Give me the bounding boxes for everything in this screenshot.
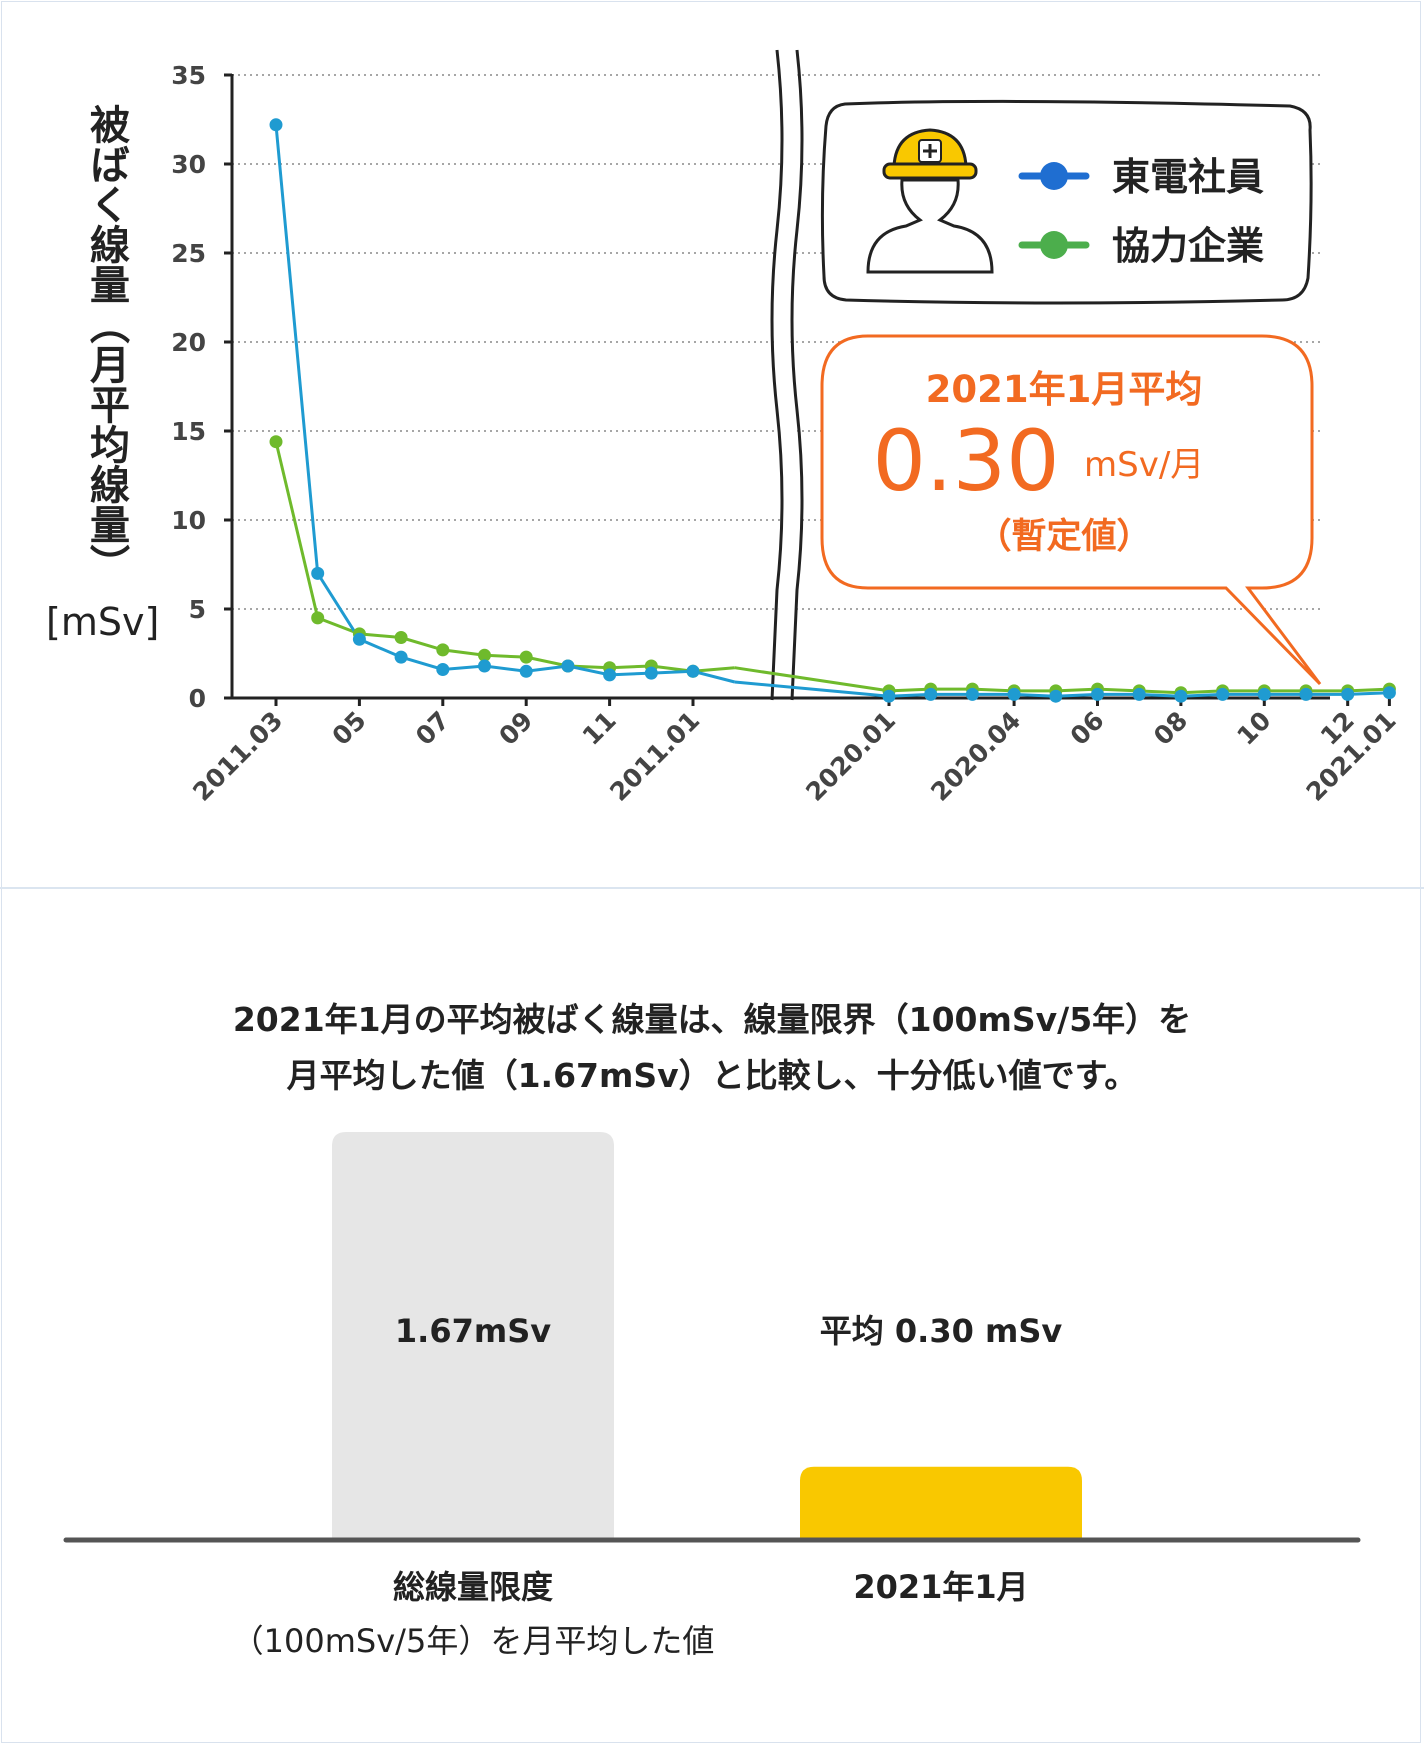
- data-point: [924, 687, 938, 701]
- data-point: [1174, 689, 1188, 703]
- x-tick-label: 10: [1231, 706, 1276, 751]
- data-point: [965, 687, 979, 701]
- axis-break-marker: [770, 49, 804, 701]
- data-point: [1299, 687, 1313, 701]
- y-tick-label: 30: [171, 150, 206, 179]
- data-point: [394, 631, 408, 644]
- callout-note: （暫定値）: [976, 517, 1151, 557]
- y-tick-label: 35: [171, 61, 206, 90]
- x-tick-label: 11: [577, 706, 622, 751]
- legend-label-contractor: 協力企業: [1112, 224, 1264, 268]
- data-point: [1257, 687, 1271, 701]
- data-point: [352, 632, 366, 646]
- y-axis-ticks: 0 5 10 15 20 25 30 35: [171, 61, 232, 713]
- data-point: [478, 648, 491, 662]
- section-divider: [0, 887, 1424, 889]
- bar-category-limit: 総線量限度 （100mSv/5年）を月平均した値: [173, 1560, 773, 1668]
- y-tick-label: 15: [171, 417, 206, 446]
- summary-line-1: 2021年1月の平均被ばく線量は、線量限界（100mSv/5年）を: [232, 1000, 1192, 1039]
- legend: 東電社員 協力企業: [820, 99, 1313, 305]
- bar-category-jan2021: 2021年1月: [853, 1568, 1029, 1606]
- legend-item-contractor: 協力企業: [1018, 224, 1264, 268]
- legend-item-tepco: 東電社員: [1018, 155, 1264, 199]
- y-tick-label: 25: [171, 239, 206, 268]
- bar-value-label-limit: 1.67mSv: [395, 1312, 551, 1350]
- series-line-contractor: [274, 441, 735, 673]
- y-tick-label: 20: [171, 328, 206, 357]
- series-line-tepco: [734, 680, 1390, 698]
- grid-lines: [232, 74, 1322, 610]
- data-point: [436, 643, 450, 657]
- data-point: [1091, 687, 1104, 701]
- axes: [230, 74, 1330, 700]
- data-point: [394, 650, 408, 664]
- data-point: [311, 611, 325, 625]
- data-point: [519, 650, 533, 664]
- x-tick-label: 07: [410, 706, 455, 751]
- x-tick-label: 06: [1065, 706, 1110, 751]
- legend-label-tepco: 東電社員: [1112, 155, 1264, 199]
- bar-limit: [332, 1132, 614, 1540]
- x-tick-label: 2011.01: [604, 706, 705, 807]
- summary-line-2: 月平均した値（1.67mSv）と比較し、十分低い値です。: [286, 1056, 1138, 1095]
- data-point: [686, 664, 700, 678]
- data-point: [436, 663, 450, 676]
- callout-unit: mSv/月: [1084, 445, 1204, 485]
- x-tick-label: 2011.03: [187, 706, 288, 807]
- y-tick-label: 0: [189, 684, 206, 713]
- x-tick-label: 05: [327, 706, 372, 751]
- data-point: [561, 659, 575, 673]
- data-point: [1382, 686, 1396, 700]
- y-tick-label: 5: [189, 595, 206, 624]
- data-point: [311, 566, 325, 580]
- bar-chart: 1.67mSv 平均 0.30 mSv: [63, 1132, 1361, 1543]
- data-point: [1132, 687, 1146, 701]
- series-line-tepco: [274, 124, 736, 684]
- data-point: [478, 659, 491, 673]
- worker-helmet-icon: [866, 128, 994, 274]
- bar-jan2021: [800, 1466, 1082, 1540]
- x-tick-label: 08: [1148, 706, 1193, 751]
- bar-category-limit-line2: （100mSv/5年）を月平均した値: [231, 1622, 715, 1660]
- bar-value-label-jan2021: 平均 0.30 mSv: [820, 1312, 1063, 1350]
- y-axis-label: 被ばく線量（月平均線量）: [83, 104, 129, 584]
- data-point: [603, 668, 617, 682]
- data-point: [1216, 687, 1230, 701]
- callout-bubble: 2021年1月平均 0.30 mSv/月 （暫定値）: [820, 334, 1322, 686]
- callout-value: 0.30: [872, 412, 1059, 510]
- data-point: [519, 664, 533, 678]
- data-point: [269, 435, 283, 449]
- x-tick-label: 09: [493, 706, 538, 751]
- data-point: [269, 118, 283, 132]
- x-tick-label: 2020.01: [800, 706, 901, 807]
- data-point: [1049, 689, 1063, 703]
- data-point: [882, 689, 896, 703]
- x-tick-label: 2020.04: [925, 706, 1026, 807]
- y-tick-label: 10: [171, 506, 206, 535]
- y-axis-unit: [mSv]: [46, 600, 160, 644]
- data-point: [1341, 687, 1355, 701]
- series-line-contractor: [734, 666, 1390, 695]
- callout-title: 2021年1月平均: [926, 368, 1203, 411]
- summary-text: 2021年1月の平均被ばく線量は、線量限界（100mSv/5年）を 月平均した値…: [0, 992, 1424, 1104]
- data-point: [1007, 687, 1021, 701]
- data-point: [644, 666, 658, 680]
- bar-category-limit-line1: 総線量限度: [392, 1568, 553, 1606]
